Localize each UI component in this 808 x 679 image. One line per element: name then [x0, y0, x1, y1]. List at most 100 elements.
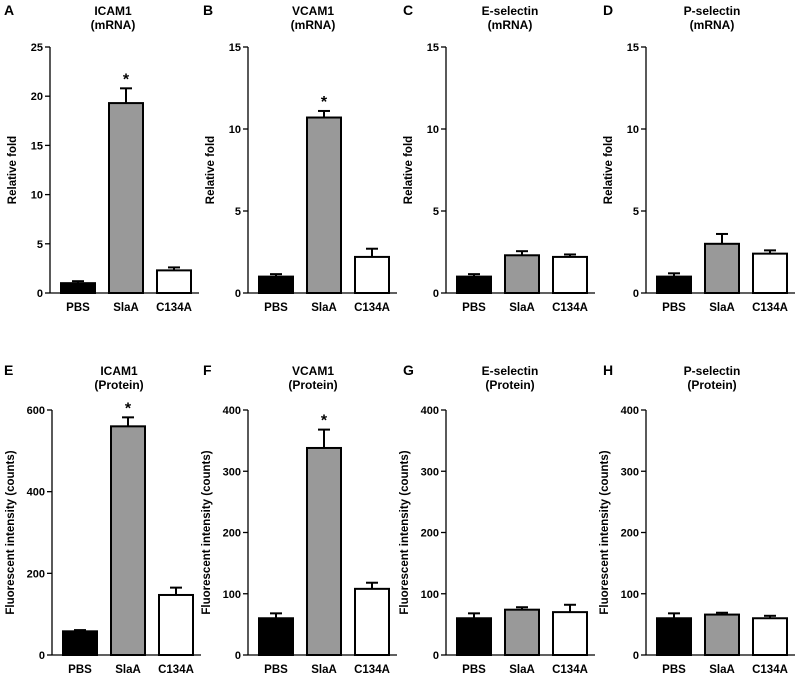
panel-title-f-line-1: VCAM1 [292, 364, 334, 378]
bar-e-c134a [158, 593, 194, 656]
bar-a-pbs [60, 282, 96, 295]
y-tick-label-c-0: 0 [433, 288, 439, 300]
y-tick-label-c-15: 15 [427, 42, 439, 54]
y-tick-label-e-0: 0 [39, 650, 45, 662]
y-tick-label-g-200: 200 [421, 528, 439, 540]
bar-c-c134a [552, 255, 588, 295]
panel-title-h-line-2: (Protein) [687, 378, 736, 392]
bar-a-slaa [108, 102, 144, 294]
x-label-f-slaa: SlaA [311, 664, 337, 676]
panel-title-h-line-1: P-selectin [684, 364, 741, 378]
bar-d-c134a [752, 252, 788, 294]
y-axis-label-e: Fluorescent intensity (counts) [5, 450, 17, 614]
panel-title-b-line-1: VCAM1 [292, 4, 334, 18]
x-label-g-c134a: C134A [552, 664, 588, 676]
x-label-d-c134a: C134A [752, 302, 788, 314]
bar-b-c134a [354, 255, 390, 295]
bar-g-pbs [456, 617, 492, 656]
y-tick-label-c-5: 5 [433, 206, 439, 218]
bar-f-c134a [354, 587, 390, 656]
bar-f-slaa [306, 446, 342, 656]
panel-title-c-line-2: (mRNA) [488, 18, 533, 32]
y-tick-label-h-0: 0 [633, 650, 639, 662]
x-label-a-c134a: C134A [156, 302, 192, 314]
y-tick-label-g-100: 100 [421, 589, 439, 601]
y-axis-label-f: Fluorescent intensity (counts) [201, 450, 213, 614]
panel-title-e-line-1: ICAM1 [100, 364, 138, 378]
y-axis-label-c: Relative fold [403, 136, 415, 204]
x-label-d-pbs: PBS [662, 302, 686, 314]
x-label-c-slaa: SlaA [509, 302, 535, 314]
panel-title-g-line-1: E-selectin [482, 364, 539, 378]
y-tick-label-f-400: 400 [223, 405, 241, 417]
bar-g-slaa [504, 608, 540, 656]
panel-title-f-line-2: (Protein) [288, 378, 337, 392]
bar-h-pbs [656, 617, 692, 656]
y-tick-label-h-400: 400 [621, 405, 639, 417]
y-tick-label-a-20: 20 [31, 91, 43, 103]
y-tick-label-b-0: 0 [235, 288, 241, 300]
x-label-b-slaa: SlaA [311, 302, 337, 314]
y-tick-label-f-0: 0 [235, 650, 241, 662]
y-tick-label-h-300: 300 [621, 466, 639, 478]
bar-d-pbs [656, 275, 692, 295]
y-tick-label-a-15: 15 [31, 140, 43, 152]
x-label-f-c134a: C134A [354, 664, 390, 676]
panel-letter-h: H [603, 362, 613, 378]
bar-h-slaa [704, 613, 740, 657]
y-tick-label-g-300: 300 [421, 466, 439, 478]
panel-letter-b: B [203, 2, 213, 18]
significance-star-e-slaa: * [125, 400, 132, 417]
y-tick-label-e-400: 400 [27, 487, 45, 499]
bar-a-c134a [156, 269, 192, 295]
bar-c-pbs [456, 275, 492, 295]
x-label-h-slaa: SlaA [709, 664, 735, 676]
x-label-g-pbs: PBS [462, 664, 486, 676]
y-axis-label-d: Relative fold [603, 136, 615, 204]
x-label-e-slaa: SlaA [115, 664, 141, 676]
y-tick-label-f-100: 100 [223, 589, 241, 601]
bar-f-pbs [258, 617, 294, 656]
significance-star-a-slaa: * [123, 71, 130, 88]
y-tick-label-c-10: 10 [427, 124, 439, 136]
y-axis-label-h: Fluorescent intensity (counts) [599, 450, 611, 614]
significance-star-b-slaa: * [321, 94, 328, 111]
y-tick-label-f-300: 300 [223, 466, 241, 478]
y-tick-label-h-200: 200 [621, 528, 639, 540]
y-tick-label-d-5: 5 [633, 206, 639, 218]
x-label-a-pbs: PBS [66, 302, 90, 314]
x-label-a-slaa: SlaA [113, 302, 139, 314]
y-tick-label-a-10: 10 [31, 190, 43, 202]
panel-letter-a: A [4, 2, 14, 18]
y-tick-label-a-0: 0 [37, 288, 43, 300]
bar-b-pbs [258, 275, 294, 295]
y-tick-label-b-5: 5 [235, 206, 241, 218]
y-tick-label-d-0: 0 [633, 288, 639, 300]
y-tick-label-g-0: 0 [433, 650, 439, 662]
panel-title-d-line-1: P-selectin [684, 4, 741, 18]
panel-letter-d: D [603, 2, 613, 18]
x-label-f-pbs: PBS [264, 664, 288, 676]
y-tick-label-a-5: 5 [37, 239, 43, 251]
panel-letter-c: C [403, 2, 413, 18]
bar-h-c134a [752, 617, 788, 656]
x-label-b-pbs: PBS [264, 302, 288, 314]
panel-title-b-line-2: (mRNA) [291, 18, 336, 32]
panel-letter-f: F [203, 362, 212, 378]
x-label-e-pbs: PBS [68, 664, 92, 676]
x-label-b-c134a: C134A [354, 302, 390, 314]
y-tick-label-e-600: 600 [27, 405, 45, 417]
x-label-c-pbs: PBS [462, 302, 486, 314]
y-axis-label-b: Relative fold [205, 136, 217, 204]
panel-title-e-line-2: (Protein) [94, 378, 143, 392]
y-axis-label-a: Relative fold [7, 136, 19, 204]
panel-title-a-line-2: (mRNA) [91, 18, 136, 32]
x-label-h-pbs: PBS [662, 664, 686, 676]
x-label-c-c134a: C134A [552, 302, 588, 314]
bar-e-slaa [110, 425, 146, 657]
bar-b-slaa [306, 116, 342, 294]
y-tick-label-d-10: 10 [627, 124, 639, 136]
panel-letter-e: E [4, 362, 13, 378]
x-label-h-c134a: C134A [752, 664, 788, 676]
